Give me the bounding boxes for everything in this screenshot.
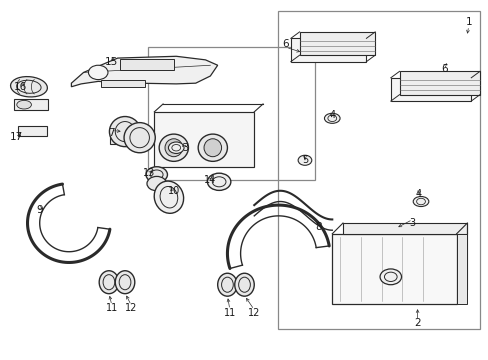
Text: 6: 6 xyxy=(440,64,447,74)
Text: 8: 8 xyxy=(315,222,321,231)
Ellipse shape xyxy=(379,269,401,285)
Ellipse shape xyxy=(88,65,108,80)
Bar xyxy=(148,47,314,180)
Ellipse shape xyxy=(298,155,311,165)
Text: 4: 4 xyxy=(415,189,421,199)
Bar xyxy=(14,99,47,110)
Text: 1: 1 xyxy=(465,17,471,27)
Ellipse shape xyxy=(11,77,47,97)
Text: 3: 3 xyxy=(409,218,415,228)
Text: 9: 9 xyxy=(36,206,43,216)
Ellipse shape xyxy=(99,271,119,294)
Bar xyxy=(120,59,173,69)
Ellipse shape xyxy=(124,123,155,153)
Text: 2: 2 xyxy=(413,319,420,328)
Ellipse shape xyxy=(198,134,227,161)
Text: 3: 3 xyxy=(182,143,188,153)
Bar xyxy=(331,234,456,304)
Ellipse shape xyxy=(154,181,183,213)
Bar xyxy=(154,112,254,167)
Polygon shape xyxy=(71,56,217,87)
Ellipse shape xyxy=(109,117,141,147)
Bar xyxy=(390,78,470,101)
Ellipse shape xyxy=(164,139,182,157)
Text: 17: 17 xyxy=(10,132,23,142)
Text: 13: 13 xyxy=(143,168,155,178)
Text: 14: 14 xyxy=(204,175,216,185)
Ellipse shape xyxy=(412,197,428,207)
Ellipse shape xyxy=(324,113,339,123)
Text: 6: 6 xyxy=(282,39,289,49)
Text: 12: 12 xyxy=(125,303,137,314)
Text: 5: 5 xyxy=(301,155,307,165)
Ellipse shape xyxy=(207,173,230,190)
Text: 11: 11 xyxy=(105,303,118,314)
Text: 16: 16 xyxy=(14,82,27,92)
Bar xyxy=(299,32,374,55)
Text: 10: 10 xyxy=(168,186,180,196)
Bar xyxy=(399,71,479,95)
Bar xyxy=(18,126,47,136)
Bar xyxy=(277,12,479,329)
Text: 12: 12 xyxy=(247,308,260,318)
Ellipse shape xyxy=(168,142,183,153)
Bar xyxy=(456,234,467,304)
Ellipse shape xyxy=(217,273,237,296)
Ellipse shape xyxy=(17,100,31,109)
Bar xyxy=(342,223,467,234)
Text: 11: 11 xyxy=(224,308,236,318)
Text: 15: 15 xyxy=(104,57,118,67)
Bar xyxy=(290,39,366,62)
Bar xyxy=(101,80,144,87)
Ellipse shape xyxy=(203,139,221,157)
Ellipse shape xyxy=(159,134,188,161)
Text: 7: 7 xyxy=(108,129,115,138)
Ellipse shape xyxy=(146,167,167,183)
Text: 4: 4 xyxy=(328,111,335,121)
Ellipse shape xyxy=(147,176,166,191)
Ellipse shape xyxy=(115,271,135,294)
Ellipse shape xyxy=(234,273,254,296)
Bar xyxy=(110,132,140,144)
